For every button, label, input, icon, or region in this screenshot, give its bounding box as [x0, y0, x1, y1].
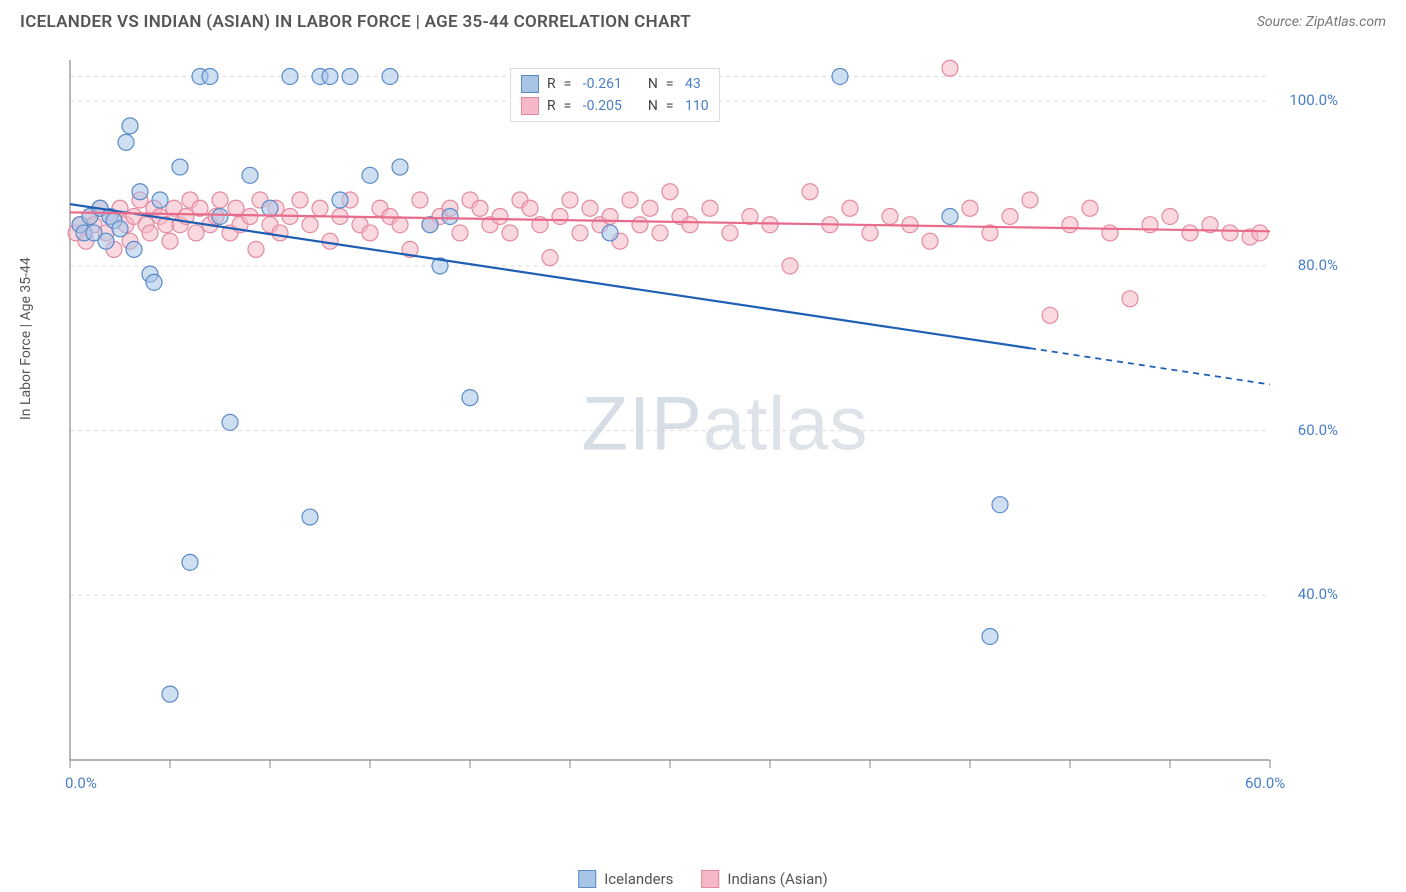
y-tick-label: 40.0%: [1278, 585, 1338, 603]
legend-label: Icelanders: [604, 870, 673, 888]
legend-swatch: [521, 75, 539, 93]
correlation-legend: R= -0.261N= 43R= -0.205N= 110: [510, 68, 720, 122]
chart-title: ICELANDER VS INDIAN (ASIAN) IN LABOR FOR…: [20, 12, 691, 32]
y-tick-label: 100.0%: [1278, 91, 1338, 109]
x-tick-label: 0.0%: [65, 774, 97, 792]
legend-swatch: [521, 97, 539, 115]
y-axis-label: In Labor Force | Age 35-44: [18, 257, 34, 420]
legend-item: Icelanders: [578, 870, 673, 888]
series-legend: Icelanders Indians (Asian): [578, 870, 828, 888]
n-label: N: [648, 76, 658, 92]
legend-label: Indians (Asian): [727, 870, 827, 888]
r-value: -0.205: [579, 98, 622, 114]
legend-swatch: [701, 870, 719, 888]
scatter-plot-svg: [60, 50, 1340, 830]
y-tick-label: 60.0%: [1278, 421, 1338, 439]
r-label: R: [547, 76, 556, 92]
legend-swatch: [578, 870, 596, 888]
legend-row: R= -0.261N= 43: [521, 73, 709, 95]
legend-item: Indians (Asian): [701, 870, 827, 888]
n-label: N: [648, 98, 658, 114]
n-value: 110: [682, 98, 709, 114]
chart-area: ZIPatlas R= -0.261N= 43R= -0.205N= 110 4…: [60, 50, 1390, 830]
n-value: 43: [682, 76, 701, 92]
x-tick-label: 60.0%: [1245, 774, 1285, 792]
legend-row: R= -0.205N= 110: [521, 95, 709, 117]
source-attribution: Source: ZipAtlas.com: [1257, 14, 1386, 30]
y-tick-label: 80.0%: [1278, 256, 1338, 274]
r-value: -0.261: [579, 76, 622, 92]
r-label: R: [547, 98, 556, 114]
